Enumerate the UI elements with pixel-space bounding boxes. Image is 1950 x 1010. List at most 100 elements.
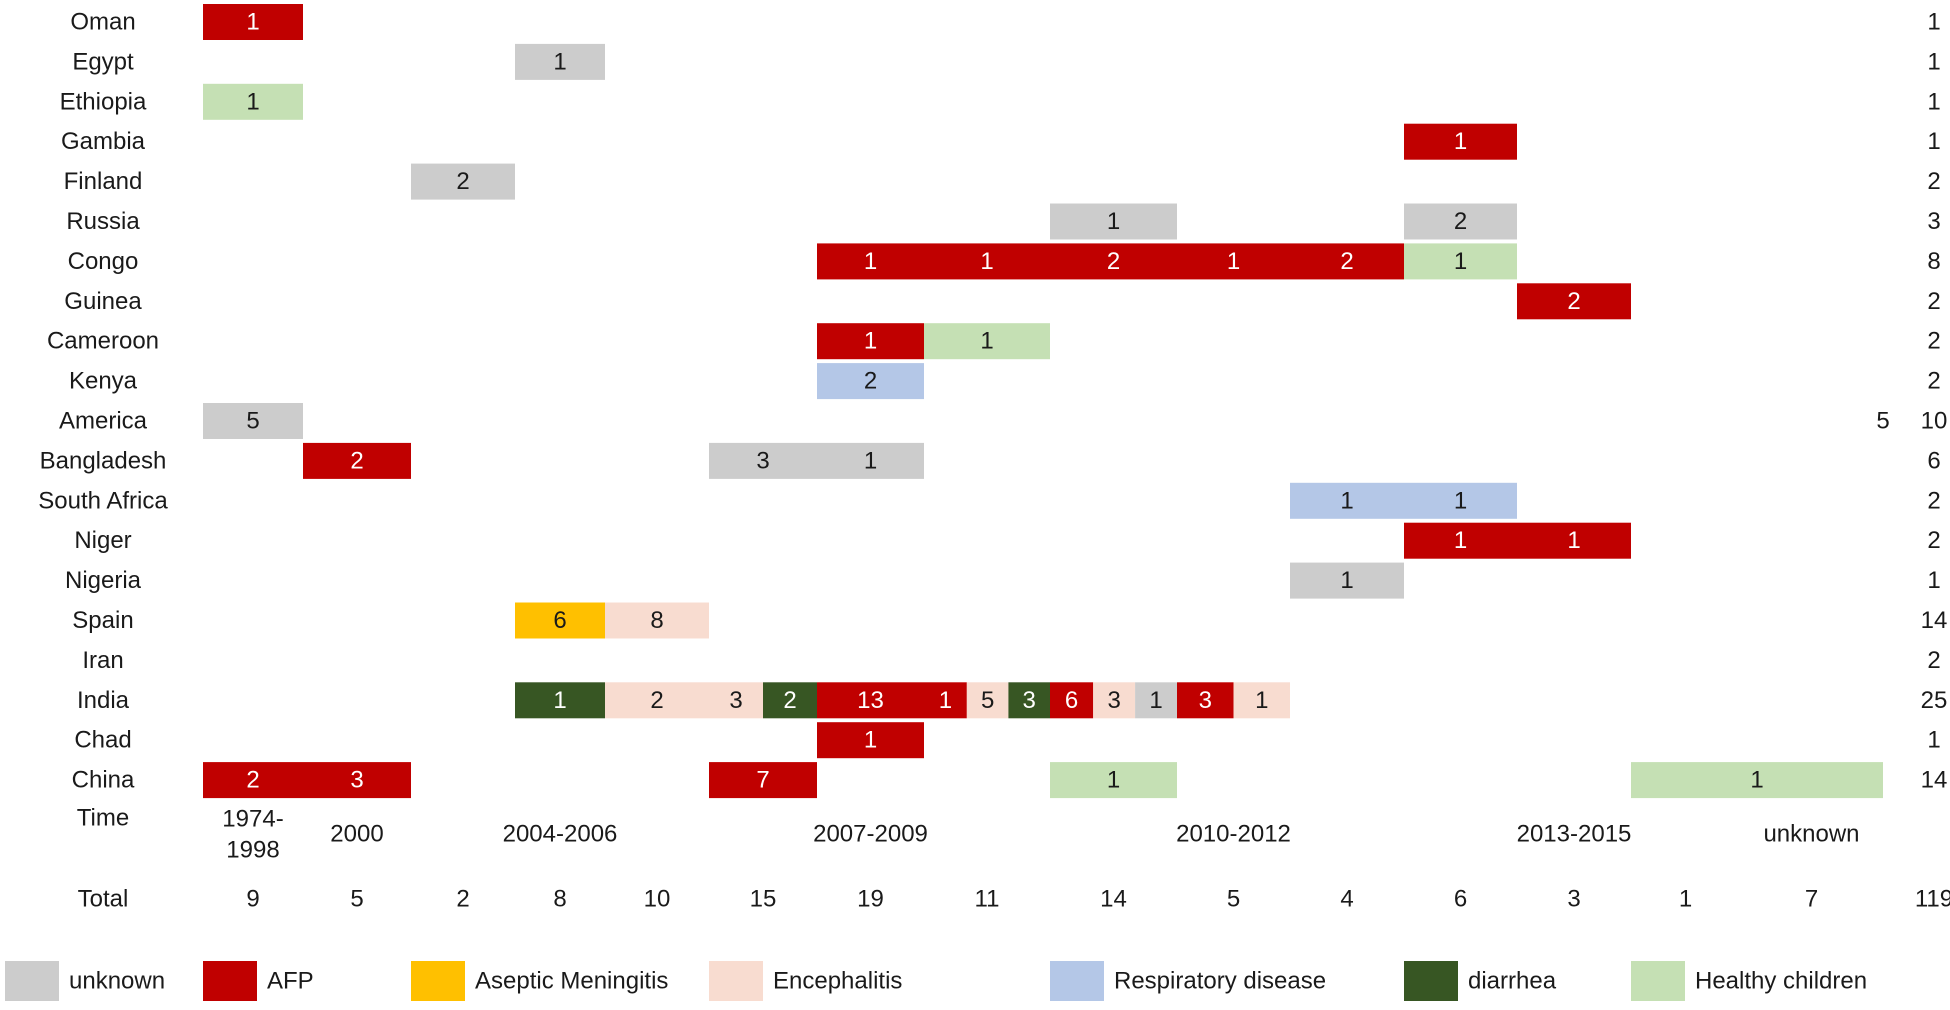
cell-label: 6 xyxy=(553,607,566,634)
cell-label: 1 xyxy=(1107,208,1120,235)
legend-swatch xyxy=(5,961,59,1001)
cell-label: 1 xyxy=(1454,248,1467,275)
row-label: Spain xyxy=(72,607,133,634)
heatmap-cell xyxy=(966,682,1009,719)
time-label: 2010-2012 xyxy=(1176,821,1291,848)
column-total: 3 xyxy=(1567,886,1580,913)
cell-label: 2 xyxy=(864,368,877,395)
legend-label: Respiratory disease xyxy=(1114,968,1326,995)
column-total: 1 xyxy=(1679,886,1692,913)
cell-label: 6 xyxy=(1065,687,1078,714)
cell-label: 1 xyxy=(864,447,877,474)
legend-label: Healthy children xyxy=(1695,968,1867,995)
row-label: India xyxy=(77,687,130,714)
heatmap-cell xyxy=(817,442,924,479)
row-label: Ethiopia xyxy=(60,88,147,115)
heatmap-cell xyxy=(203,762,303,799)
row-label: Oman xyxy=(70,9,135,36)
row-total: 2 xyxy=(1927,487,1940,514)
cell-label: 3 xyxy=(1023,687,1036,714)
heatmap-cell xyxy=(1404,482,1517,519)
row-total: 25 xyxy=(1921,687,1948,714)
heatmap-cell xyxy=(303,442,411,479)
heatmap-cell xyxy=(709,682,763,719)
column-total: 2 xyxy=(456,886,469,913)
heatmap-cell xyxy=(1008,682,1050,719)
heatmap-cell xyxy=(763,682,817,719)
heatmap-cell xyxy=(1135,682,1177,719)
column-total: 6 xyxy=(1454,886,1467,913)
time-label: unknown xyxy=(1763,821,1859,848)
cell-label: 5 xyxy=(1876,408,1889,435)
heatmap-cell xyxy=(605,602,709,639)
heatmap-cell xyxy=(709,762,817,799)
legend-swatch xyxy=(709,961,763,1001)
row-label: Congo xyxy=(68,248,139,275)
column-total: 11 xyxy=(975,886,1000,913)
cell-label: 13 xyxy=(857,687,884,714)
heatmap-cell xyxy=(1050,243,1177,280)
column-total: 9 xyxy=(246,886,259,913)
time-row-label: Time xyxy=(77,805,129,832)
time-label: 2013-2015 xyxy=(1517,821,1632,848)
row-total: 2 xyxy=(1927,288,1940,315)
cell-label: 1 xyxy=(246,88,259,115)
cell-label: 2 xyxy=(246,767,259,794)
row-label: Nigeria xyxy=(65,567,142,594)
time-label: 2000 xyxy=(330,821,383,848)
heatmap-cell xyxy=(924,323,1050,360)
heatmap-cell xyxy=(817,323,924,360)
cell-label: 1 xyxy=(864,328,877,355)
row-total: 14 xyxy=(1921,607,1948,634)
row-label: Guinea xyxy=(64,288,142,315)
heatmap-cell xyxy=(1290,243,1404,280)
heatmap-cell xyxy=(515,682,605,719)
row-total: 1 xyxy=(1927,88,1940,115)
column-total: 5 xyxy=(350,886,363,913)
heatmap-cell xyxy=(203,4,303,40)
cell-label: 2 xyxy=(783,687,796,714)
heatmap-cell xyxy=(1177,682,1234,719)
column-total: 8 xyxy=(553,886,566,913)
row-total: 1 xyxy=(1927,128,1940,155)
column-total: 4 xyxy=(1340,886,1353,913)
row-label: Iran xyxy=(82,647,123,674)
cell-label: 1 xyxy=(864,248,877,275)
heatmap-cell xyxy=(1404,522,1517,559)
row-total: 2 xyxy=(1927,647,1940,674)
cell-label: 3 xyxy=(350,767,363,794)
heatmap-cell xyxy=(1404,203,1517,240)
heatmap-cell xyxy=(817,363,924,400)
cell-label: 2 xyxy=(1340,248,1353,275)
heatmap-cell xyxy=(924,243,1050,280)
row-total: 8 xyxy=(1927,248,1940,275)
cell-label: 1 xyxy=(553,48,566,75)
heatmap-cell xyxy=(817,722,924,759)
cell-label: 1 xyxy=(1750,767,1763,794)
row-label: America xyxy=(59,408,148,435)
heatmap-cell xyxy=(1290,482,1404,519)
cell-label: 1 xyxy=(1340,487,1353,514)
cell-label: 2 xyxy=(1107,248,1120,275)
heatmap-cell xyxy=(1233,682,1290,719)
legend-label: AFP xyxy=(267,968,314,995)
column-total: 7 xyxy=(1805,886,1818,913)
legend-label: diarrhea xyxy=(1468,968,1557,995)
row-total: 2 xyxy=(1927,527,1940,554)
heatmap-cell xyxy=(515,602,605,639)
legend-label: Encephalitis xyxy=(773,968,902,995)
row-label: Russia xyxy=(66,208,140,235)
cell-label: 2 xyxy=(1876,647,1889,674)
heatmap-cell xyxy=(1517,283,1631,320)
cell-label: 3 xyxy=(1199,687,1212,714)
legend-swatch xyxy=(203,961,257,1001)
row-total: 1 xyxy=(1927,567,1940,594)
legend-swatch xyxy=(1404,961,1458,1001)
time-label: 2007-2009 xyxy=(813,821,928,848)
row-label: China xyxy=(72,767,135,794)
row-total: 1 xyxy=(1927,727,1940,754)
cell-label: 3 xyxy=(756,447,769,474)
time-label: 1974-1998 xyxy=(222,805,283,863)
column-total: 15 xyxy=(750,886,777,913)
cell-label: 1 xyxy=(1149,687,1162,714)
